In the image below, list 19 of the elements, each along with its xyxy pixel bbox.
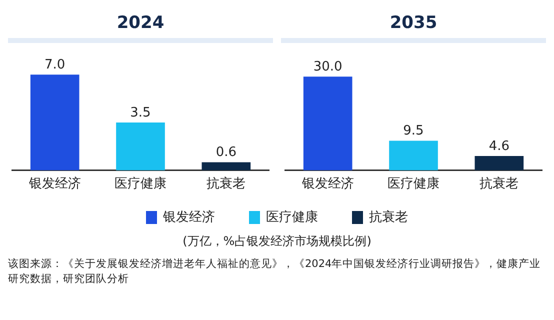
legend-label: 银发经济 [163, 209, 215, 226]
legend-label: 医疗健康 [266, 209, 318, 226]
text: 该图来源：《关于发展银发经济增进老年人福祉的意见》，《2024年中国银发经济行业调研报告》，健康产业研究数据，研究团队分析 [8, 257, 542, 287]
data-label: 9.5 [403, 124, 424, 139]
data-label: 7.0 [44, 58, 66, 73]
legend-label: 抗衰老 [369, 209, 408, 226]
chart-title: 2035 [388, 12, 438, 34]
data-label: 4.6 [488, 138, 510, 154]
text: (万亿，%占银发经济市场规模比例) [182, 234, 372, 249]
x-tick-label: 抗衰老 [206, 176, 246, 192]
chart-title: 2024 [116, 12, 166, 34]
data-label: 3.5 [130, 105, 151, 120]
data-label: 0.6 [216, 145, 237, 160]
x-tick-label: 银发经济 [300, 176, 354, 192]
x-tick-label: 医疗健康 [114, 176, 166, 192]
x-tick-label: 医疗健康 [388, 176, 440, 192]
data-label: 30.0 [313, 60, 342, 75]
x-tick-label: 抗衰老 [480, 176, 519, 192]
x-tick-label: 银发经济 [28, 176, 81, 192]
